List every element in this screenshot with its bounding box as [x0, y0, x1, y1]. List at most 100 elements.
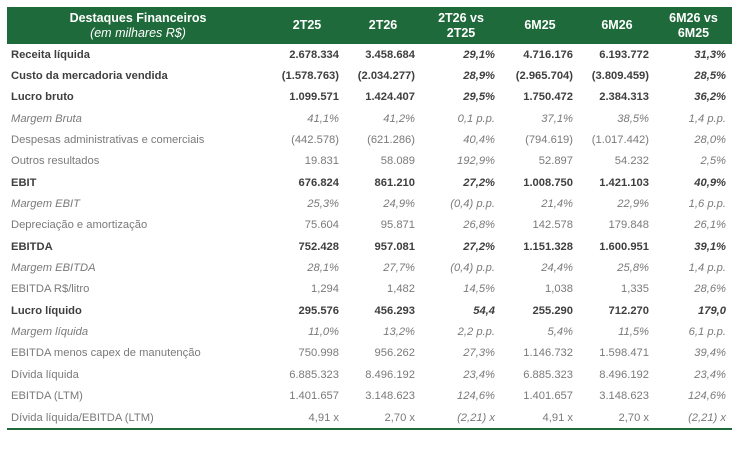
- row-label: Lucro bruto: [11, 91, 74, 104]
- table-row: Margem Bruta 41,1% 41,2% 0,1 p.p. 37,1% 38,5%…: [7, 108, 732, 129]
- table-cell: 957.081: [374, 240, 415, 253]
- row-label: Margem EBIT: [11, 198, 81, 211]
- table-cell: 37,1%: [541, 112, 573, 125]
- table-cell: 2.384.313: [599, 91, 649, 104]
- table-cell: (1.017.442): [591, 134, 649, 147]
- row-label: EBITDA R$/litro: [11, 283, 90, 296]
- table-cell: 38,5%: [617, 112, 649, 125]
- table-cell: 2,5%: [700, 155, 727, 168]
- table-row: Despesas administrativas e comerciais (44…: [7, 129, 732, 150]
- table-cell: 1.421.103: [599, 176, 649, 189]
- table-cell: (621.286): [367, 134, 415, 147]
- table-cell: 29,1%: [463, 48, 495, 61]
- table-cell: (2,21) x: [655, 406, 732, 431]
- table-row: Margem EBITDA 28,1% 27,7% (0,4) p.p. 24,4% 25…: [7, 257, 732, 278]
- table-cell: 27,3%: [463, 347, 495, 360]
- table-row: EBITDA 752.428 957.081 27,2% 1.151.328 1.600.…: [7, 236, 732, 257]
- table-cell: 861.210: [374, 176, 415, 189]
- table-cell: 179,0: [698, 304, 726, 317]
- table-cell: 54,4: [473, 304, 495, 317]
- table-cell: 29,5%: [463, 91, 495, 104]
- table-cell: 23,4%: [694, 368, 726, 381]
- financial-highlights-table: Destaques Financeiros (em milhares R$) 2…: [7, 7, 732, 431]
- table-cell: 255.290: [532, 304, 573, 317]
- table-title-cell: Destaques Financeiros (em milhares R$): [7, 7, 269, 44]
- table-cell: 0,1 p.p.: [457, 112, 495, 125]
- table-cell: 14,5%: [463, 283, 495, 296]
- table-row: Dívida líquida/EBITDA (LTM) 4,91 x 2,70 x(…: [7, 406, 732, 431]
- table-cell: 6,1 p.p.: [688, 326, 726, 339]
- table-cell: 1.598.471: [599, 347, 649, 360]
- table-cell: 295.576: [298, 304, 339, 317]
- table-cell: 1,038: [545, 283, 573, 296]
- row-label: EBITDA menos capex de manutenção: [11, 347, 201, 360]
- table-cell: 11,0%: [308, 326, 339, 339]
- row-label: Lucro líquido: [11, 304, 82, 317]
- table-cell: 4.716.176: [523, 48, 573, 61]
- row-label: Margem EBITDA: [11, 262, 96, 275]
- table-cell: 28,1%: [307, 262, 339, 275]
- table-cell: 36,2%: [694, 91, 726, 104]
- table-row: Outros resultados 19.831 58.089 192,9% 52.89…: [7, 151, 732, 172]
- table-row: EBITDA (LTM) 1.401.657 3.148.623 124,6% 1.40…: [7, 386, 732, 407]
- header-row: Destaques Financeiros (em milhares R$) 2…: [7, 7, 732, 44]
- table-cell: 1.401.657: [289, 390, 339, 403]
- table-cell: 40,4%: [463, 134, 495, 147]
- column-header-6m26: 6M26: [579, 7, 655, 44]
- table-cell: 750.998: [298, 347, 339, 360]
- table-cell: 1,6 p.p.: [688, 198, 726, 211]
- table-cell: 27,7%: [383, 262, 415, 275]
- table-cell: 5,4%: [547, 326, 574, 339]
- table-cell: 28,0%: [694, 134, 726, 147]
- table-row: EBITDA menos capex de manutenção 750.998 9…: [7, 343, 732, 364]
- table-cell: 3.458.684: [365, 48, 415, 61]
- table-cell: 6.193.772: [599, 48, 649, 61]
- table-cell: 2,70 x: [579, 406, 655, 431]
- table-cell: (2.965.704): [515, 70, 573, 83]
- table-cell: 4,91 x: [269, 406, 345, 431]
- table-title: Destaques Financeiros: [69, 10, 207, 25]
- table-cell: 1,482: [387, 283, 415, 296]
- table-cell: 26,8%: [463, 219, 495, 232]
- table-cell: 27,2%: [463, 176, 495, 189]
- table-cell: 1.151.328: [523, 240, 573, 253]
- table-row: EBITDA R$/litro 1,294 1,482 14,5% 1,038 1,335…: [7, 279, 732, 300]
- table-cell: 58.089: [380, 155, 415, 168]
- table-cell: 95.871: [380, 219, 415, 232]
- table-cell: 40,9%: [694, 176, 726, 189]
- row-label: EBIT: [11, 176, 37, 189]
- table-row: EBIT 676.824 861.210 27,2% 1.008.750 1.421.10…: [7, 172, 732, 193]
- table-cell: 2,2 p.p.: [457, 326, 495, 339]
- table-cell: (2.034.277): [357, 70, 415, 83]
- row-label: Custo da mercadoria vendida: [11, 70, 168, 83]
- table-cell: 3.148.623: [365, 390, 415, 403]
- column-header-2t26-vs-2t25: 2T26 vs 2T25: [421, 7, 501, 44]
- table-cell: 19.831: [304, 155, 339, 168]
- table-cell: 124,6%: [457, 390, 495, 403]
- table-cell: 179.848: [608, 219, 649, 232]
- row-label: Dívida líquida/EBITDA (LTM): [7, 406, 269, 431]
- table-cell: 956.262: [374, 347, 415, 360]
- table-body: Receita líquida 2.678.334 3.458.684 29,1% 4.…: [7, 44, 732, 431]
- table-cell: (2,21) x: [421, 406, 501, 431]
- table-cell: 39,4%: [694, 347, 726, 360]
- table-cell: 27,2%: [463, 240, 495, 253]
- table-cell: 192,9%: [457, 155, 495, 168]
- table-cell: 1.401.657: [523, 390, 573, 403]
- table-cell: 1,335: [621, 283, 649, 296]
- table-cell: 24,4%: [541, 262, 573, 275]
- row-label: Margem Bruta: [11, 112, 82, 125]
- row-label: Despesas administrativas e comerciais: [11, 134, 205, 147]
- table-cell: 31,3%: [694, 48, 726, 61]
- table-cell: 1,294: [311, 283, 339, 296]
- table-row: Dívida líquida 6.885.323 8.496.192 23,4% 6.8…: [7, 364, 732, 385]
- table-cell: 24,9%: [383, 198, 415, 211]
- column-header-2t25: 2T25: [269, 7, 345, 44]
- table-cell: 752.428: [298, 240, 339, 253]
- table-cell: 6.885.323: [289, 368, 339, 381]
- table-cell: 54.232: [614, 155, 649, 168]
- table-cell: 1,4 p.p.: [688, 112, 726, 125]
- table-cell: 21,4%: [541, 198, 573, 211]
- table-cell: 22,9%: [617, 198, 649, 211]
- table-cell: (3.809.459): [591, 70, 649, 83]
